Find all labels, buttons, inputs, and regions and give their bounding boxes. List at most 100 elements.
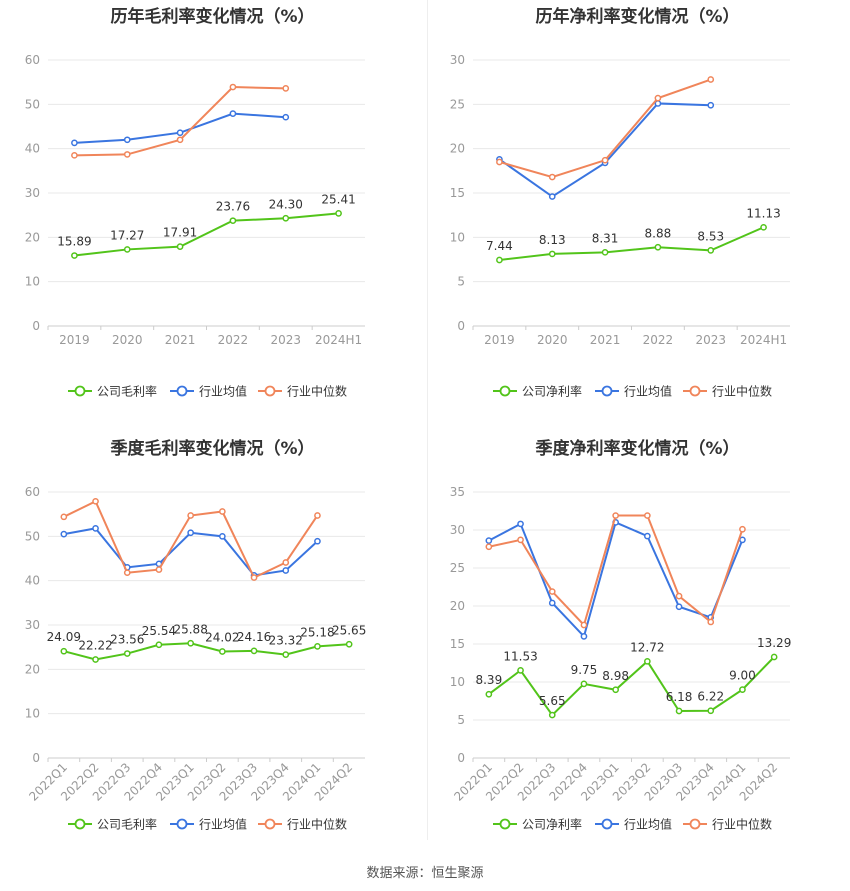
series-line (63, 642, 350, 661)
data-point (123, 151, 131, 158)
data-label: 24.09 (47, 630, 81, 644)
annual-net-margin-chart: 历年净利率变化情况（%） 0 5 10 15 20 25 30 2019 2020 2021 202… (425, 0, 850, 430)
data-point (314, 512, 321, 519)
data-label: 12.72 (630, 640, 664, 654)
y-tick-label: 0 (32, 751, 40, 765)
data-point (548, 250, 556, 258)
panel-divider (427, 0, 428, 840)
data-point (123, 650, 131, 657)
data-label: 24.02 (205, 631, 239, 645)
legend-marker (176, 385, 188, 397)
x-tick-label: 2022 (643, 333, 674, 347)
x-tick-label: 2019 (59, 333, 90, 347)
data-point (71, 252, 78, 259)
data-point (707, 618, 715, 626)
y-tick-label: 40 (25, 142, 40, 156)
legend-label: 行业中位数 (712, 384, 772, 399)
data-point (92, 497, 99, 505)
data-label: 6.18 (666, 690, 693, 704)
y-tick-label: 30 (25, 618, 40, 632)
legend-label: 行业中位数 (287, 384, 347, 399)
data-label: 17.91 (163, 226, 197, 240)
data-point (187, 512, 194, 519)
data-point (675, 707, 683, 715)
y-tick-label: 35 (450, 485, 465, 499)
data-point (485, 690, 493, 698)
data-point (187, 529, 194, 537)
data-point (707, 707, 715, 715)
data-point (335, 209, 342, 217)
y-tick-label: 25 (450, 97, 465, 111)
chart-title: 季度净利率变化情况（%） (535, 439, 740, 459)
data-point (601, 156, 609, 164)
data-label: 8.39 (475, 673, 502, 687)
legend-marker (689, 818, 701, 830)
data-point (612, 512, 619, 519)
data-label: 23.76 (216, 200, 250, 214)
data-point (739, 536, 746, 544)
y-tick-label: 10 (450, 675, 465, 689)
data-point (92, 525, 99, 532)
data-point (176, 243, 184, 250)
series-line (74, 212, 339, 257)
legend-marker (601, 818, 613, 830)
y-tick-label: 10 (25, 275, 40, 289)
data-point (282, 567, 290, 574)
data-point (123, 246, 131, 253)
data-label: 8.53 (697, 229, 724, 243)
y-tick-label: 25 (450, 561, 465, 575)
y-tick-label: 0 (457, 751, 465, 765)
data-point (314, 537, 321, 545)
x-tick-label: 2023 (695, 333, 726, 347)
data-label: 9.00 (729, 669, 756, 683)
data-label: 5.65 (539, 694, 566, 708)
series-line (488, 521, 744, 639)
legend-label: 公司毛利率 (97, 384, 157, 399)
y-tick-label: 30 (450, 53, 465, 67)
data-source: 数据来源：恒生聚源 (366, 866, 484, 881)
series-line (499, 226, 764, 262)
data-point (123, 569, 131, 577)
chart-canvas: 0 10 20 30 40 50 60 2019 2020 2021 2022 2023 2024H1 1… (25, 53, 365, 399)
y-tick-label: 10 (25, 707, 40, 721)
data-point (601, 248, 609, 256)
data-point (60, 513, 68, 521)
data-point (282, 85, 290, 92)
y-tick-label: 40 (25, 574, 40, 588)
data-point (644, 512, 651, 519)
chart-canvas: 0 5 10 15 20 25 30 2019 2020 2021 2022 2023 2024H1 7.… (450, 53, 790, 399)
data-label: 23.56 (110, 633, 144, 647)
data-label: 11.53 (503, 649, 537, 663)
quarterly-gross-margin-chart: 季度毛利率变化情况（%） 0 10 20 30 40 50 60 2022Q1 2022Q2 20… (0, 432, 425, 862)
data-label: 8.31 (592, 231, 619, 245)
legend-marker (499, 385, 511, 397)
data-point (229, 110, 237, 117)
data-label: 25.65 (332, 623, 366, 637)
data-point (250, 647, 258, 655)
data-point (229, 217, 237, 225)
data-label: 25.54 (142, 624, 176, 638)
quarterly-net-margin-chart: 季度净利率变化情况（%） 0 5 10 15 20 25 30 35 2022Q1 2022Q2 2… (425, 432, 850, 862)
data-point (517, 667, 524, 674)
data-point (517, 536, 524, 544)
data-point (707, 76, 715, 83)
x-tick-label: 2021 (590, 333, 621, 347)
data-label: 13.29 (757, 636, 791, 650)
legend-label: 公司净利率 (522, 384, 582, 399)
x-tick-label: 2021 (165, 333, 196, 347)
data-point (739, 525, 746, 533)
chart-canvas: 01020304050602022Q12022Q22022Q32022Q4202… (25, 485, 367, 832)
data-point (707, 101, 715, 109)
legend-marker (689, 385, 701, 397)
data-point (739, 686, 746, 693)
y-tick-label: 60 (25, 53, 40, 67)
data-point (644, 657, 651, 665)
x-tick-label: 2024H1 (315, 333, 362, 347)
data-point (229, 83, 237, 91)
data-point (760, 223, 767, 231)
legend-label: 公司净利率 (522, 817, 582, 832)
y-tick-label: 20 (25, 230, 40, 244)
data-label: 8.88 (645, 226, 672, 240)
data-label: 24.16 (237, 630, 271, 644)
data-point (496, 158, 503, 166)
